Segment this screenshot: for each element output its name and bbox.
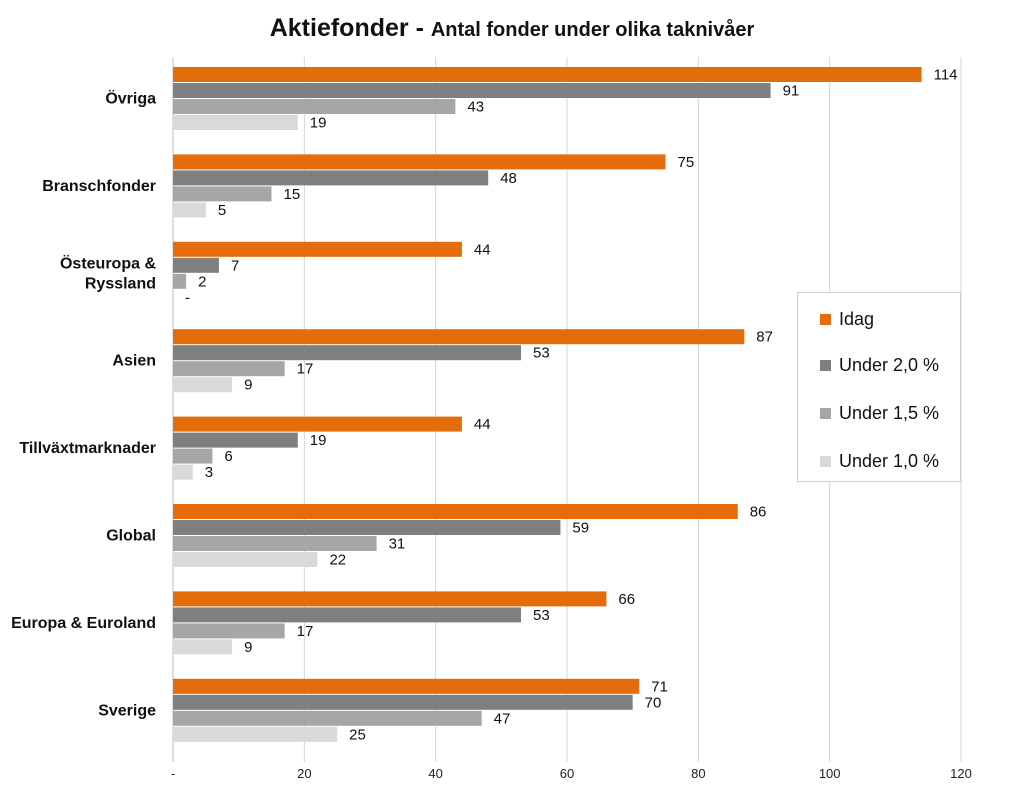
category-label: Europa & Euroland xyxy=(11,615,156,632)
bar xyxy=(173,694,633,710)
bar xyxy=(173,377,233,393)
x-tick-label: 60 xyxy=(560,766,574,781)
bar xyxy=(173,115,298,130)
bar xyxy=(173,170,489,186)
data-label: 3 xyxy=(205,464,213,481)
data-label: 6 xyxy=(224,448,232,465)
data-label: 9 xyxy=(244,639,252,656)
data-label: 53 xyxy=(533,345,550,362)
bar xyxy=(173,639,233,655)
data-label: 87 xyxy=(756,329,773,346)
data-label: 19 xyxy=(310,432,327,449)
bar xyxy=(173,536,377,551)
bar xyxy=(173,591,607,607)
bar xyxy=(173,432,298,448)
legend-label: Under 2,0 % xyxy=(839,355,940,375)
legend-swatch xyxy=(820,360,831,371)
bar xyxy=(173,99,456,114)
data-label: - xyxy=(185,289,190,306)
category-label: Ryssland xyxy=(85,275,156,292)
chart-title: Aktiefonder - Antal fonder under olika t… xyxy=(0,14,1024,43)
legend-item: Idag xyxy=(820,309,874,330)
bar xyxy=(173,83,771,98)
legend-swatch xyxy=(820,314,831,325)
bar xyxy=(173,329,745,345)
bar xyxy=(173,726,338,742)
data-label: 75 xyxy=(678,154,695,171)
legend-swatch xyxy=(820,408,831,419)
x-tick-label: 80 xyxy=(691,766,705,781)
legend-label: Idag xyxy=(839,309,875,329)
data-label: 59 xyxy=(572,520,589,537)
data-label: 70 xyxy=(645,694,662,711)
legend-item: Under 1,0 % xyxy=(820,451,939,472)
chart-title-separator: - xyxy=(408,14,431,42)
bar xyxy=(173,520,561,535)
legend-item: Under 1,5 % xyxy=(820,403,939,424)
data-label: 48 xyxy=(500,170,517,187)
bar xyxy=(173,678,640,694)
chart-title-sub: Antal fonder under olika taknivåer xyxy=(430,19,755,41)
data-label: 17 xyxy=(297,361,314,378)
x-tick-label: - xyxy=(171,766,175,781)
bar xyxy=(173,504,738,519)
bar xyxy=(173,345,522,361)
data-label: 17 xyxy=(297,623,314,640)
data-label: 2 xyxy=(198,273,206,290)
data-label: 44 xyxy=(474,416,491,433)
bar xyxy=(173,257,219,273)
category-label: Östeuropa & xyxy=(60,253,156,272)
data-label: 15 xyxy=(284,186,301,203)
bar xyxy=(173,623,285,639)
bar xyxy=(173,607,522,623)
legend: Idag Under 2,0 % Under 1,5 % Under 1,0 % xyxy=(797,292,961,482)
category-label: Global xyxy=(106,528,156,545)
data-label: 71 xyxy=(651,678,668,695)
x-tick-label: 100 xyxy=(819,766,841,781)
bar xyxy=(173,448,213,464)
category-label: Asien xyxy=(112,353,156,370)
data-label: 114 xyxy=(934,67,958,84)
bar xyxy=(173,202,206,218)
chart-title-main: Aktiefonder xyxy=(269,14,409,42)
bar xyxy=(173,186,272,202)
data-label: 53 xyxy=(533,607,550,624)
x-tick-label: 40 xyxy=(428,766,442,781)
data-label: 47 xyxy=(494,710,511,727)
legend-label: Under 1,5 % xyxy=(839,403,940,423)
bar xyxy=(173,241,462,257)
category-label: Sverige xyxy=(98,702,156,719)
data-label: 25 xyxy=(349,726,366,743)
legend-item: Under 2,0 % xyxy=(820,355,939,376)
category-label: Tillväxtmarknader xyxy=(19,440,156,457)
category-label: Övriga xyxy=(105,89,156,108)
legend-swatch xyxy=(820,456,831,467)
data-label: 7 xyxy=(231,257,239,274)
data-label: 86 xyxy=(750,504,767,521)
data-label: 5 xyxy=(218,202,226,219)
data-label: 66 xyxy=(618,591,635,608)
x-tick-label: 20 xyxy=(297,766,311,781)
x-tick-label: 120 xyxy=(950,766,972,781)
bar xyxy=(173,552,318,567)
bar xyxy=(173,273,187,289)
bar xyxy=(173,67,922,82)
bar xyxy=(173,464,193,480)
data-label: 31 xyxy=(389,536,406,553)
data-label: 43 xyxy=(467,99,484,116)
data-label: 91 xyxy=(783,83,800,100)
bar xyxy=(173,416,462,432)
data-label: 22 xyxy=(329,552,346,569)
bar xyxy=(173,710,482,726)
data-label: 19 xyxy=(310,115,327,132)
legend-label: Under 1,0 % xyxy=(839,451,940,471)
bar xyxy=(173,361,285,377)
data-label: 9 xyxy=(244,377,252,394)
data-label: 44 xyxy=(474,241,491,258)
category-label: Branschfonder xyxy=(42,178,156,195)
bar xyxy=(173,154,666,170)
